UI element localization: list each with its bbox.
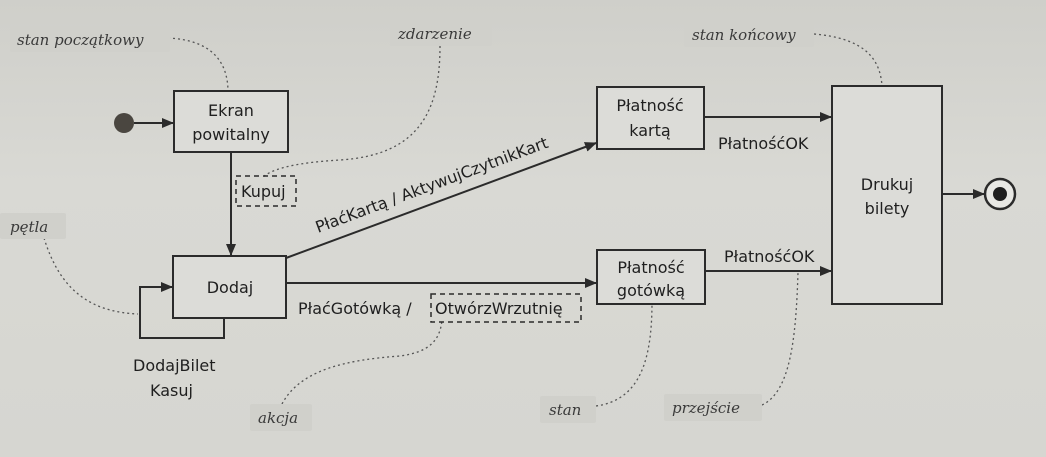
callout-stan-koncowy-text: stan końcowy (692, 26, 796, 44)
callout-petla-text: pętla (10, 218, 48, 236)
action-box-otworzwrzutnie (430, 293, 582, 323)
leader-stan-koncowy (813, 33, 883, 87)
callout-zdarzenie: zdarzenie (390, 20, 492, 46)
leader-zdarzenie (261, 45, 441, 179)
callout-przejscie: przejście (664, 394, 762, 421)
callout-akcja-text: akcja (258, 409, 298, 427)
state-ekran-line2: powitalny (192, 125, 270, 144)
callout-akcja: akcja (250, 404, 312, 431)
label-otworzwrzutnie: OtwórzWrzutnię (435, 299, 563, 318)
state-platnosc-karta: Płatność kartą (596, 86, 705, 150)
label-dodajbilet: DodajBilet (133, 356, 216, 375)
state-karta-line1: Płatność (616, 96, 683, 115)
callout-stan: stan (540, 396, 596, 423)
state-dodaj-label: Dodaj (207, 278, 254, 297)
state-ekran-powitalny: Ekran powitalny (173, 90, 289, 153)
state-gotowka-line1: Płatność (617, 258, 684, 277)
state-drukuj-bilety: Drukuj bilety (831, 85, 943, 305)
state-ekran-line1: Ekran (208, 101, 254, 120)
transition-loop-arrow (139, 282, 225, 339)
leader-przejscie (761, 271, 799, 406)
state-drukuj-line2: bilety (865, 199, 910, 218)
label-platnoscok-2: PłatnośćOK (724, 247, 815, 266)
state-karta-line2: kartą (629, 121, 670, 140)
callout-stan-koncowy: stan końcowy (684, 21, 814, 47)
event-box-kupuj (235, 175, 297, 207)
state-dodaj: Dodaj (172, 255, 287, 319)
label-plackarta: PłaćKartą / AktywujCzytnikKart (313, 133, 551, 237)
state-drukuj-line1: Drukuj (861, 175, 913, 194)
callout-stan-poczatkowy: stan początkowy (10, 26, 170, 52)
transition-plackarta-arrow (285, 142, 597, 259)
state-gotowka-line2: gotówką (617, 281, 685, 300)
state-platnosc-gotowka: Płatność gotówką (596, 249, 706, 305)
label-platnoscok-1: PłatnośćOK (718, 134, 809, 153)
callout-petla: pętla (0, 213, 66, 239)
initial-state-dot (114, 113, 134, 133)
callout-zdarzenie-text: zdarzenie (397, 25, 472, 43)
leader-akcja (281, 319, 443, 405)
callout-stan-text: stan (549, 401, 581, 419)
final-state (983, 177, 1017, 211)
label-kasuj: Kasuj (150, 381, 193, 400)
label-placgotowka: PłaćGotówką / (298, 299, 412, 318)
leader-stan (595, 301, 653, 407)
label-kupuj: Kupuj (241, 182, 286, 201)
callout-przejscie-text: przejście (672, 399, 740, 417)
callout-stan-poczatkowy-text: stan początkowy (17, 31, 144, 49)
leader-stan-poczatkowy (167, 37, 229, 93)
leader-petla (43, 237, 139, 315)
